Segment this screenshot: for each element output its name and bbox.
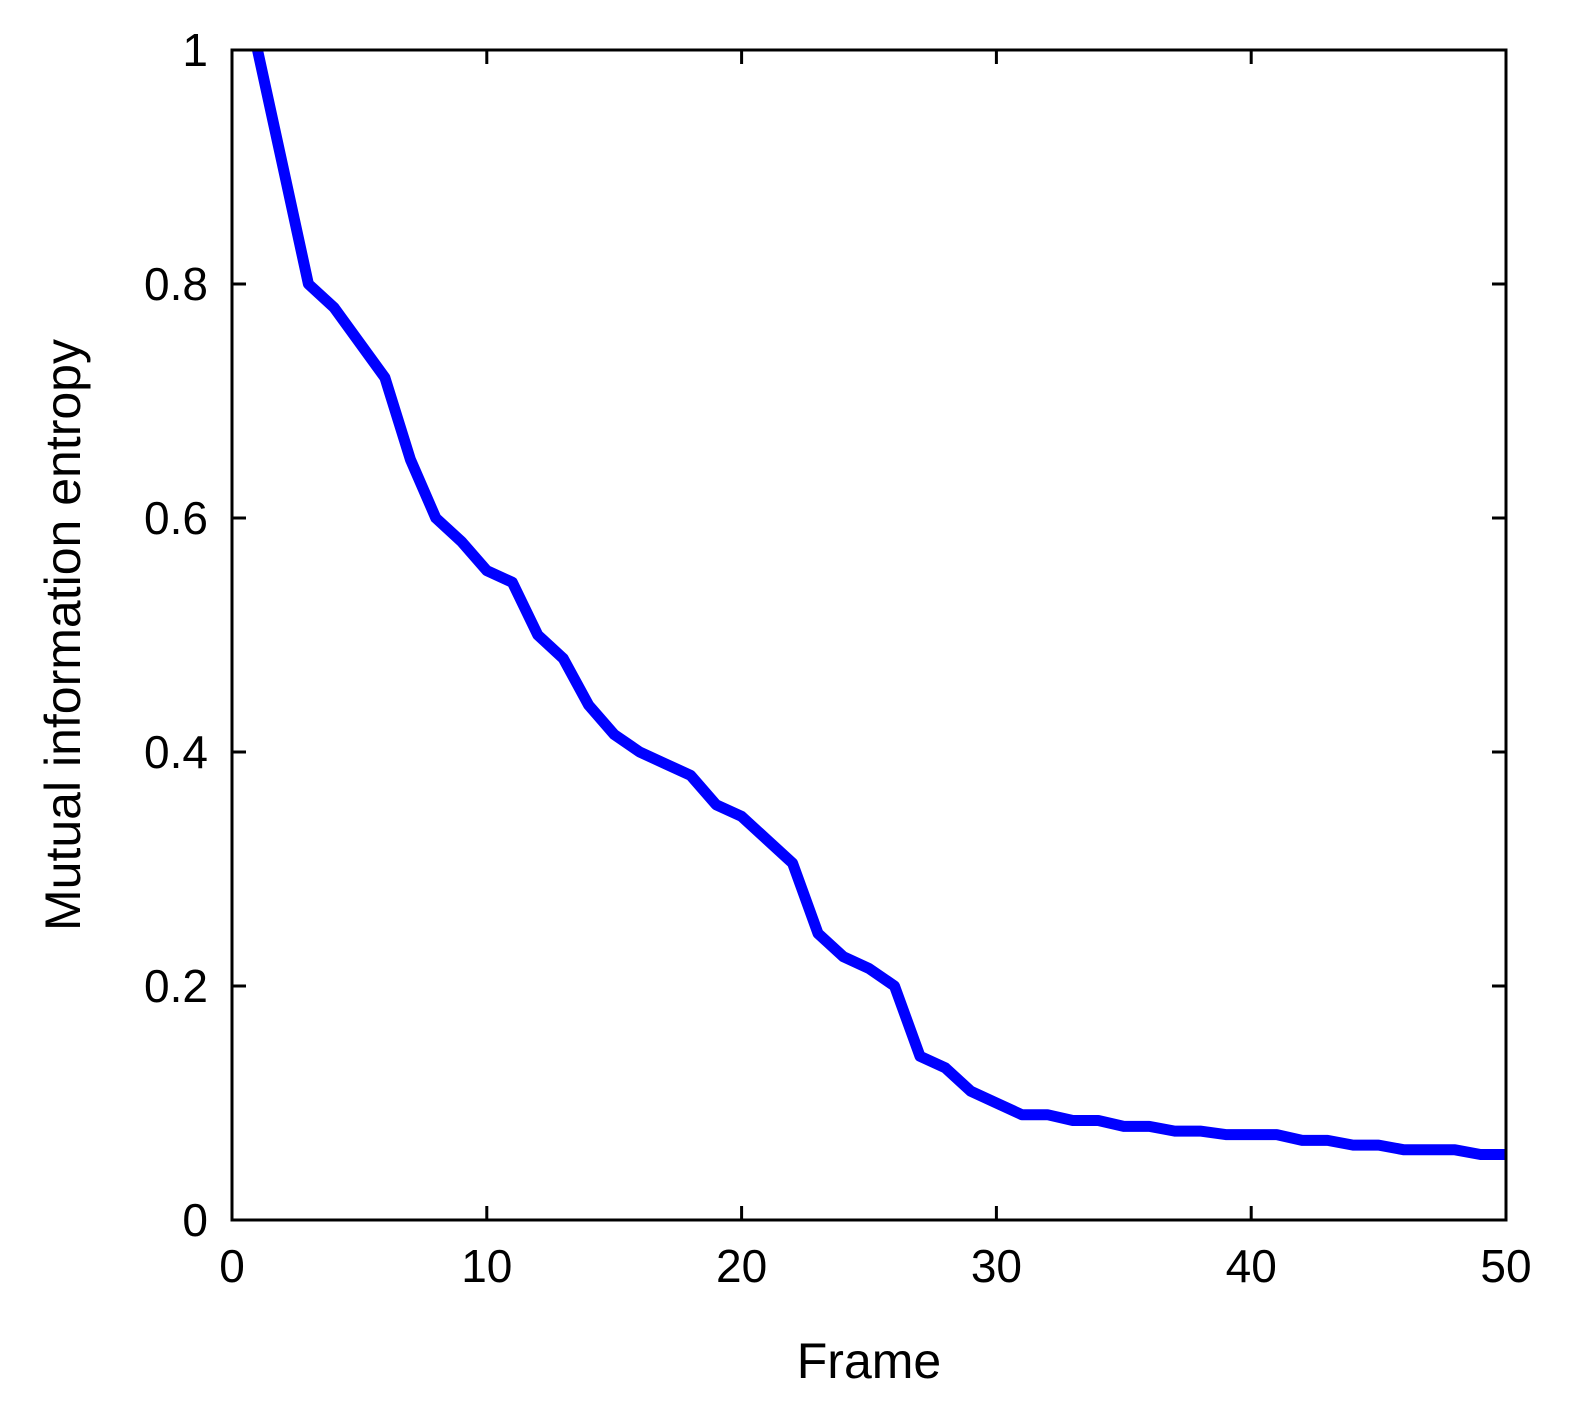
series-line <box>252 48 1506 1160</box>
x-axis-title: Frame <box>797 1333 941 1389</box>
x-tick-label: 0 <box>219 1240 245 1292</box>
y-tick-label: 0.6 <box>144 492 208 544</box>
y-axis-title: Mutual information entropy <box>35 339 91 931</box>
x-tick-label: 50 <box>1480 1240 1531 1292</box>
x-tick-label: 20 <box>716 1240 767 1292</box>
y-tick-label: 0.8 <box>144 258 208 310</box>
y-tick-label: 1 <box>182 24 208 76</box>
y-tick-label: 0 <box>182 1194 208 1246</box>
series-layer <box>252 48 1506 1160</box>
x-tick-label: 40 <box>1226 1240 1277 1292</box>
ticks-layer: 0 10 20 30 40 50 0 0.2 0.4 0.6 0.8 1 <box>144 24 1532 1292</box>
plot-frame <box>230 48 1508 1222</box>
x-tick-label: 30 <box>971 1240 1022 1292</box>
x-tick-label: 10 <box>461 1240 512 1292</box>
y-tick-label: 0.2 <box>144 960 208 1012</box>
y-tick-label: 0.4 <box>144 726 208 778</box>
